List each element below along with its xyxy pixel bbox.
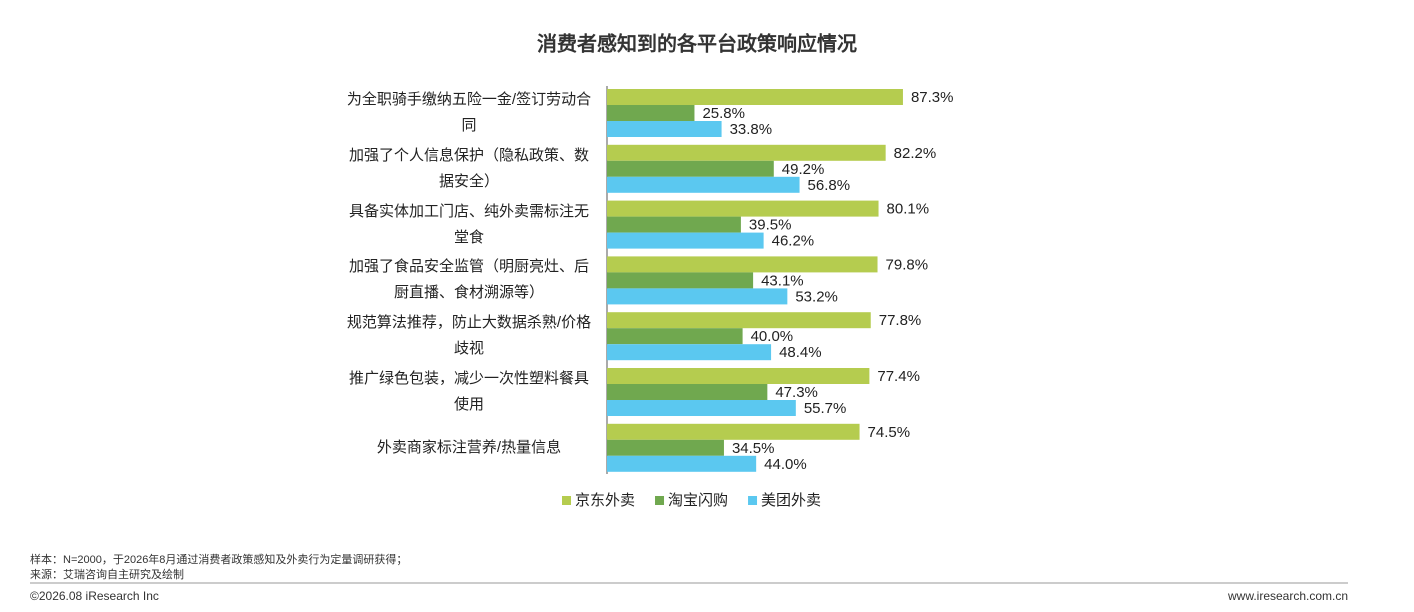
bar [607, 312, 871, 329]
bar [607, 232, 764, 249]
value-label: 55.7% [804, 400, 847, 417]
value-label: 34.5% [732, 440, 775, 457]
footer-source: 来源：艾瑞咨询自主研究及绘制 [30, 569, 184, 581]
value-label: 46.2% [772, 233, 815, 250]
bar [607, 121, 722, 137]
bar [607, 89, 903, 105]
legend-label: 京东外卖 [575, 492, 635, 509]
bar [607, 439, 724, 456]
value-label: 48.4% [779, 344, 822, 361]
value-label: 77.8% [879, 312, 922, 329]
bar [607, 328, 743, 345]
chart-title: 消费者感知到的各平台政策响应情况 [537, 31, 857, 55]
bar [607, 344, 772, 361]
value-label: 49.2% [782, 161, 825, 178]
value-label: 39.5% [749, 217, 792, 234]
bar [607, 368, 870, 384]
bar [607, 455, 757, 472]
value-label: 56.8% [808, 177, 851, 194]
legend-swatch [748, 496, 758, 505]
value-label: 79.8% [886, 256, 929, 273]
copyright: ©2026.08 iResearch Inc [30, 589, 159, 603]
category-label: 推广绿色包装，减少一次性塑料餐具使用 [348, 370, 589, 413]
legend-swatch [655, 496, 665, 505]
legend-label: 淘宝闪购 [668, 492, 728, 509]
value-label: 25.8% [702, 105, 745, 122]
value-label: 80.1% [887, 201, 930, 218]
category-label: 具备实体加工门店、纯外卖需标注无堂食 [348, 202, 589, 246]
value-label: 44.0% [764, 456, 807, 473]
category-label: 为全职骑手缴纳五险一金/签订劳动合同 [346, 91, 592, 134]
value-label: 87.3% [911, 89, 954, 106]
value-label: 82.2% [894, 145, 937, 162]
value-label: 74.5% [868, 424, 911, 441]
value-label: 47.3% [775, 384, 818, 401]
bar [607, 288, 788, 305]
bar [607, 160, 774, 177]
bar [607, 105, 695, 121]
value-label: 40.0% [751, 328, 794, 345]
bar [607, 256, 878, 273]
category-label: 规范算法推荐，防止大数据杀熟/价格歧视 [346, 314, 592, 358]
website: www.iresearch.com.cn [1228, 589, 1349, 603]
bar [607, 272, 754, 289]
category-label: 加强了食品安全监管（明厨亮灶、后厨直播、食材溯源等） [348, 258, 589, 302]
value-label: 53.2% [795, 288, 838, 305]
legend-swatch [562, 496, 571, 505]
bar [607, 423, 860, 440]
bar [607, 144, 886, 161]
bar [607, 200, 879, 217]
category-label: 外卖商家标注营养/热量信息 [376, 438, 562, 456]
bar [607, 384, 768, 400]
bar [607, 216, 741, 233]
value-label: 77.4% [877, 368, 920, 385]
value-label: 33.8% [730, 121, 773, 138]
legend-label: 美团外卖 [761, 492, 821, 509]
value-label: 43.1% [761, 272, 804, 289]
footer-note: 样本：N=2000，于2026年8月通过消费者政策感知及外卖行为定量调研获得； [30, 554, 408, 566]
bar [607, 176, 800, 193]
category-label: 加强了个人信息保护（隐私政策、数据安全） [348, 146, 589, 190]
bar [607, 400, 796, 416]
